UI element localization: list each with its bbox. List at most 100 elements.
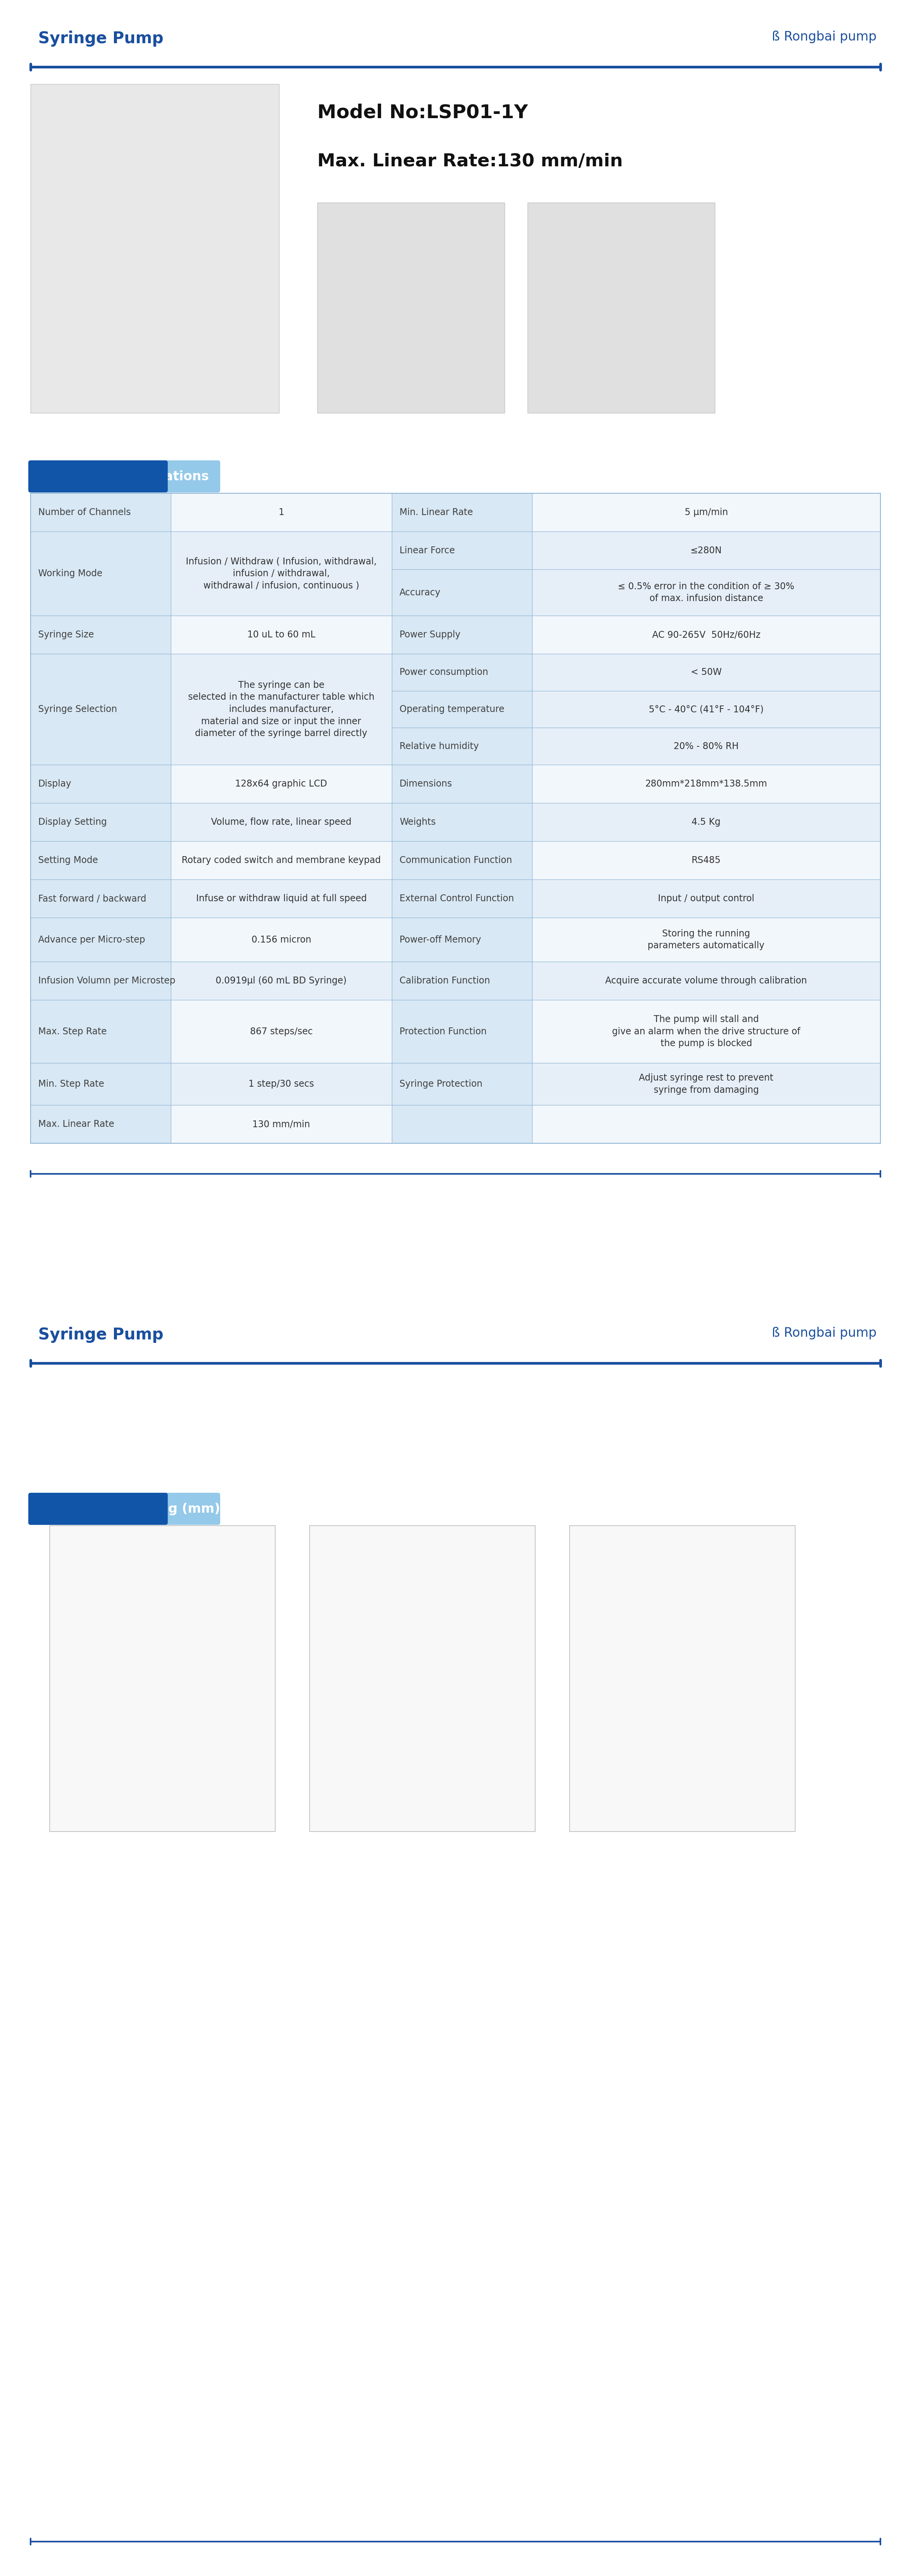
Text: Syringe Protection: Syringe Protection <box>399 1079 482 1090</box>
Bar <box>31 85 279 412</box>
Text: 130 mm/min: 130 mm/min <box>252 1121 310 1128</box>
Bar <box>310 1525 535 1832</box>
Text: Min. Linear Rate: Min. Linear Rate <box>399 507 473 518</box>
Text: Technical Specifications: Technical Specifications <box>37 469 209 482</box>
Bar <box>31 878 880 917</box>
Bar <box>31 842 880 878</box>
FancyBboxPatch shape <box>107 1492 220 1525</box>
Bar <box>31 1105 170 1144</box>
Text: Working Mode: Working Mode <box>38 569 102 577</box>
Bar <box>31 492 880 1144</box>
Text: 10 uL to 60 mL: 10 uL to 60 mL <box>247 631 315 639</box>
Text: 128x64 graphic LCD: 128x64 graphic LCD <box>235 781 327 788</box>
Text: Linear Force: Linear Force <box>399 546 455 554</box>
Bar <box>31 531 170 616</box>
Bar <box>31 654 880 765</box>
Text: 5 μm/min: 5 μm/min <box>684 507 728 518</box>
Text: 0.156 micron: 0.156 micron <box>251 935 312 945</box>
Bar <box>31 492 880 531</box>
Text: 20% - 80% RH: 20% - 80% RH <box>673 742 739 750</box>
FancyBboxPatch shape <box>107 461 220 492</box>
Text: Max. Linear Rate:130 mm/min: Max. Linear Rate:130 mm/min <box>317 152 623 170</box>
Bar <box>31 961 880 999</box>
Text: Power-off Memory: Power-off Memory <box>399 935 481 945</box>
FancyBboxPatch shape <box>28 1492 168 1525</box>
Text: Accuracy: Accuracy <box>399 587 441 598</box>
Text: Relative humidity: Relative humidity <box>399 742 479 750</box>
Text: 4.5 Kg: 4.5 Kg <box>691 817 721 827</box>
Text: Power Supply: Power Supply <box>399 631 460 639</box>
Bar <box>31 917 880 961</box>
Bar <box>392 1064 532 1105</box>
Text: ≤280N: ≤280N <box>691 546 722 554</box>
Bar <box>31 765 170 804</box>
Text: Dimension Drawing (mm): Dimension Drawing (mm) <box>37 1502 220 1515</box>
Text: Dimensions: Dimensions <box>399 781 452 788</box>
Text: External Control Function: External Control Function <box>399 894 514 904</box>
Text: < 50W: < 50W <box>691 667 722 677</box>
Bar <box>392 961 532 999</box>
Text: Syringe Pump: Syringe Pump <box>38 31 163 46</box>
Bar <box>31 654 170 765</box>
Text: Adjust syringe rest to prevent
syringe from damaging: Adjust syringe rest to prevent syringe f… <box>639 1074 773 1095</box>
Text: Syringe Size: Syringe Size <box>38 631 94 639</box>
Bar <box>31 804 880 842</box>
Text: Model No:LSP01-1Y: Model No:LSP01-1Y <box>317 103 527 121</box>
Bar <box>392 654 532 765</box>
Text: Infusion Volumn per Microstep: Infusion Volumn per Microstep <box>38 976 176 987</box>
Text: 1: 1 <box>279 507 284 518</box>
Text: Fast forward / backward: Fast forward / backward <box>38 894 147 904</box>
Text: Display: Display <box>38 781 72 788</box>
Text: 0.0919μl (60 mL BD Syringe): 0.0919μl (60 mL BD Syringe) <box>216 976 347 987</box>
Bar <box>31 999 170 1064</box>
Text: ß Rongbai pump: ß Rongbai pump <box>772 31 876 44</box>
Text: Storing the running
parameters automatically: Storing the running parameters automatic… <box>648 930 764 951</box>
Bar <box>392 917 532 961</box>
Bar <box>392 531 532 616</box>
Bar <box>50 1525 275 1832</box>
Text: Min. Step Rate: Min. Step Rate <box>38 1079 104 1090</box>
Bar <box>31 1064 880 1105</box>
Bar <box>392 569 532 616</box>
Text: 280mm*218mm*138.5mm: 280mm*218mm*138.5mm <box>645 781 767 788</box>
Bar <box>392 1105 532 1144</box>
Text: Protection Function: Protection Function <box>399 1028 486 1036</box>
Bar <box>31 999 880 1064</box>
Text: AC 90-265V  50Hz/60Hz: AC 90-265V 50Hz/60Hz <box>652 631 761 639</box>
Text: ß Rongbai pump: ß Rongbai pump <box>772 1327 876 1340</box>
Bar <box>392 492 532 531</box>
Text: Display Setting: Display Setting <box>38 817 107 827</box>
Bar <box>392 842 532 878</box>
Text: The pump will stall and
give an alarm when the drive structure of
the pump is bl: The pump will stall and give an alarm wh… <box>612 1015 801 1048</box>
Bar <box>31 531 880 616</box>
Text: Advance per Micro-step: Advance per Micro-step <box>38 935 145 945</box>
Text: Calibration Function: Calibration Function <box>399 976 490 987</box>
Text: Volume, flow rate, linear speed: Volume, flow rate, linear speed <box>211 817 352 827</box>
Bar <box>31 1064 170 1105</box>
Bar <box>392 878 532 917</box>
Text: Syringe Selection: Syringe Selection <box>38 706 118 714</box>
Bar <box>527 204 715 412</box>
Bar <box>31 492 170 531</box>
Text: Communication Function: Communication Function <box>399 855 512 866</box>
Text: Acquire accurate volume through calibration: Acquire accurate volume through calibrat… <box>605 976 807 987</box>
Text: Infuse or withdraw liquid at full speed: Infuse or withdraw liquid at full speed <box>196 894 366 904</box>
Text: Input / output control: Input / output control <box>658 894 754 904</box>
Bar <box>31 842 170 878</box>
Bar <box>569 1525 795 1832</box>
Text: Max. Step Rate: Max. Step Rate <box>38 1028 107 1036</box>
FancyBboxPatch shape <box>28 461 168 492</box>
Bar <box>392 765 532 804</box>
Bar <box>392 616 532 654</box>
Bar <box>31 804 170 842</box>
Text: Operating temperature: Operating temperature <box>399 706 505 714</box>
Text: 1 step/30 secs: 1 step/30 secs <box>249 1079 314 1090</box>
Text: Max. Linear Rate: Max. Linear Rate <box>38 1121 114 1128</box>
Bar <box>31 917 170 961</box>
Bar <box>31 616 880 654</box>
Bar <box>392 729 532 765</box>
Bar <box>31 1105 880 1144</box>
Text: Rotary coded switch and membrane keypad: Rotary coded switch and membrane keypad <box>181 855 381 866</box>
Bar <box>317 204 505 412</box>
Text: Number of Channels: Number of Channels <box>38 507 131 518</box>
